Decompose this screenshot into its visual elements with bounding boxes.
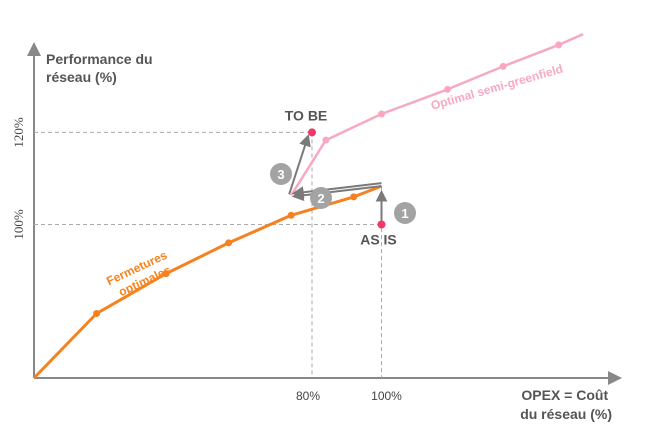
step-badge-2-circle: [310, 187, 332, 209]
step-2-arrow-upper: [291, 182, 382, 199]
series-2-point-2: [378, 110, 385, 118]
y-axis-arrow: [27, 42, 41, 56]
y-axis-title: Performance du réseau (%): [46, 51, 156, 85]
x-axis-title-line-2: du réseau (%): [520, 406, 612, 422]
series-label-fermetures-optimales: Fermetures optimales: [104, 247, 179, 302]
series-line-fermetures-optimales: [32, 184, 383, 380]
step-badge-3: 3: [270, 163, 292, 185]
x-tick-label-100: 100%: [371, 389, 402, 403]
step-badge-3-number: 3: [277, 167, 284, 182]
series-1-point-4: [287, 211, 295, 219]
x-axis-title-line-1: OPEX = Coût: [521, 387, 608, 403]
step-badge-1: 1: [394, 202, 416, 224]
series-1-point-5: [350, 193, 358, 201]
y-tick-label-120: 120%: [11, 117, 26, 148]
step-3-arrow: [288, 134, 311, 195]
to-be-point: [308, 128, 316, 137]
x-axis-arrow: [608, 371, 622, 385]
y-axis-title-line-1: Performance du: [46, 51, 153, 67]
series-2-point-5: [555, 41, 563, 49]
series-2-point-4: [499, 62, 507, 70]
x-axis-title: OPEX = Coût du réseau (%): [520, 387, 612, 422]
as-is-label: AS IS: [360, 232, 397, 248]
series-1-point-1: [93, 310, 101, 318]
series-points-optimal-semi-greenfield: [322, 41, 563, 144]
step-badge-3-circle: [270, 163, 292, 185]
series-2-point-3: [444, 85, 452, 93]
to-be-label: TO BE: [285, 107, 328, 123]
y-tick-label-100: 100%: [11, 209, 26, 240]
step-badge-1-circle: [394, 202, 416, 224]
series-line-optimal-semi-greenfield: [290, 33, 584, 196]
step-badge-2: 2: [310, 187, 332, 209]
series-1-point-3: [225, 239, 233, 247]
series-points-fermetures-optimales: [93, 193, 358, 318]
step-2-arrow-lower: [291, 185, 382, 202]
step-badge-1-number: 1: [401, 206, 408, 221]
series-1-point-2: [162, 270, 170, 278]
series-2-point-1: [322, 136, 330, 144]
step-badge-2-number: 2: [317, 191, 324, 206]
as-is-point: [377, 220, 386, 229]
x-tick-label-80: 80%: [296, 389, 320, 403]
y-axis-title-line-2: réseau (%): [46, 69, 117, 85]
